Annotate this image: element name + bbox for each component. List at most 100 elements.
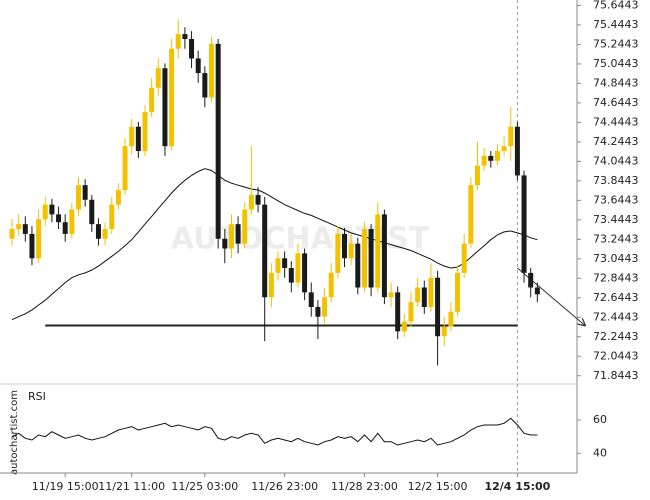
candle-body — [508, 126, 514, 147]
candle-body — [49, 204, 55, 215]
y-tick-label: 74.2443 — [593, 135, 639, 148]
candle-body — [36, 219, 42, 259]
candle-body — [62, 222, 68, 234]
candle-body — [69, 209, 75, 234]
candle-body — [335, 233, 341, 273]
candle-body — [255, 194, 261, 205]
candle-body — [142, 112, 148, 152]
y-tick-label: 75.0443 — [593, 57, 639, 70]
candle-body — [521, 175, 527, 273]
candle-body — [388, 292, 394, 298]
rsi-line — [11, 417, 538, 446]
candle-body — [189, 38, 195, 59]
candle-body — [182, 34, 188, 39]
candle-body — [448, 311, 454, 327]
candle-body — [322, 297, 328, 317]
candle-body — [95, 224, 101, 239]
rsi-label: RSI — [28, 390, 46, 403]
x-tick-label: 11/26 23:00 — [251, 480, 318, 493]
candle-body — [302, 253, 308, 293]
candle-body — [222, 238, 228, 249]
candle-body — [375, 214, 381, 288]
candle-body — [401, 321, 407, 332]
x-tick-label: 12/2 15:00 — [408, 480, 468, 493]
candle-body — [149, 87, 155, 113]
candle-body — [488, 155, 494, 161]
candle-body — [282, 258, 288, 269]
y-tick-label: 74.6443 — [593, 96, 639, 109]
candle-body — [381, 214, 387, 298]
y-tick-label: 72.2443 — [593, 330, 639, 343]
x-tick-label: 11/19 15:00 — [32, 480, 99, 493]
y-tick-label: 73.8443 — [593, 174, 639, 187]
y-tick-label: 74.4443 — [593, 115, 639, 128]
x-tick-label: 11/21 11:00 — [98, 480, 165, 493]
candle-body — [348, 243, 354, 259]
candle-body — [56, 214, 62, 223]
y-tick-label: 75.2443 — [593, 37, 639, 50]
candle-body — [441, 326, 447, 337]
y-tick-label: 72.0443 — [593, 349, 639, 362]
candle-body — [76, 185, 81, 210]
candle-body — [481, 155, 487, 166]
candle-body — [295, 253, 301, 283]
candle-body — [169, 48, 175, 147]
y-tick-label: 73.6443 — [593, 193, 639, 206]
candle-body — [421, 287, 427, 307]
rsi-tick-label: 40 — [593, 446, 607, 459]
candle-body — [202, 73, 208, 98]
candle-body — [455, 272, 461, 312]
candle-body — [209, 43, 214, 98]
candle-body — [175, 34, 181, 49]
x-tick-label: 11/28 23:00 — [331, 480, 398, 493]
candle-body — [308, 292, 314, 307]
y-tick-label: 72.8443 — [593, 271, 639, 284]
candle-body — [528, 272, 534, 288]
candle-body — [428, 277, 434, 307]
candle-body — [162, 68, 168, 147]
candle-body — [408, 302, 414, 322]
candle-body — [494, 151, 500, 161]
candle-body — [288, 268, 294, 283]
y-tick-label: 75.4443 — [593, 18, 639, 31]
candle-body — [129, 126, 135, 147]
candle-body — [262, 204, 268, 298]
candle-body — [109, 204, 115, 230]
x-tick-label: 11/25 03:00 — [171, 480, 238, 493]
candle-body — [155, 68, 161, 88]
candle-body — [475, 165, 480, 186]
candle-body — [195, 58, 201, 74]
site-label: autochartist.com — [9, 390, 20, 475]
candle-body — [89, 199, 95, 225]
moving-average — [11, 168, 538, 321]
candle-body — [115, 190, 121, 205]
y-tick-label: 72.6443 — [593, 291, 639, 304]
y-tick-label: 75.6443 — [593, 0, 639, 11]
y-tick-label: 73.4443 — [593, 213, 639, 226]
candle-body — [468, 185, 474, 244]
candle-body — [368, 229, 374, 288]
candle-body — [435, 277, 441, 337]
y-tick-label: 71.8443 — [593, 369, 639, 382]
candle-body — [228, 224, 234, 249]
candle-body — [42, 204, 48, 220]
y-tick-label: 73.0443 — [593, 252, 639, 265]
candle-body — [361, 229, 367, 288]
candle-body — [275, 258, 281, 273]
candle-body — [242, 209, 248, 244]
candle-body — [328, 272, 334, 298]
candle-body — [235, 224, 241, 244]
candle-body — [82, 185, 88, 200]
candle-body — [395, 292, 401, 332]
x-tick-label: 12/4 15:00 — [484, 480, 550, 493]
candle-body — [102, 229, 108, 239]
y-tick-label: 72.4443 — [593, 310, 639, 323]
candle-body — [135, 126, 141, 152]
candle-body — [355, 243, 361, 288]
candle-body — [415, 287, 421, 303]
candle-body — [461, 243, 467, 273]
y-tick-label: 73.2443 — [593, 232, 639, 245]
y-tick-label: 74.8443 — [593, 76, 639, 89]
